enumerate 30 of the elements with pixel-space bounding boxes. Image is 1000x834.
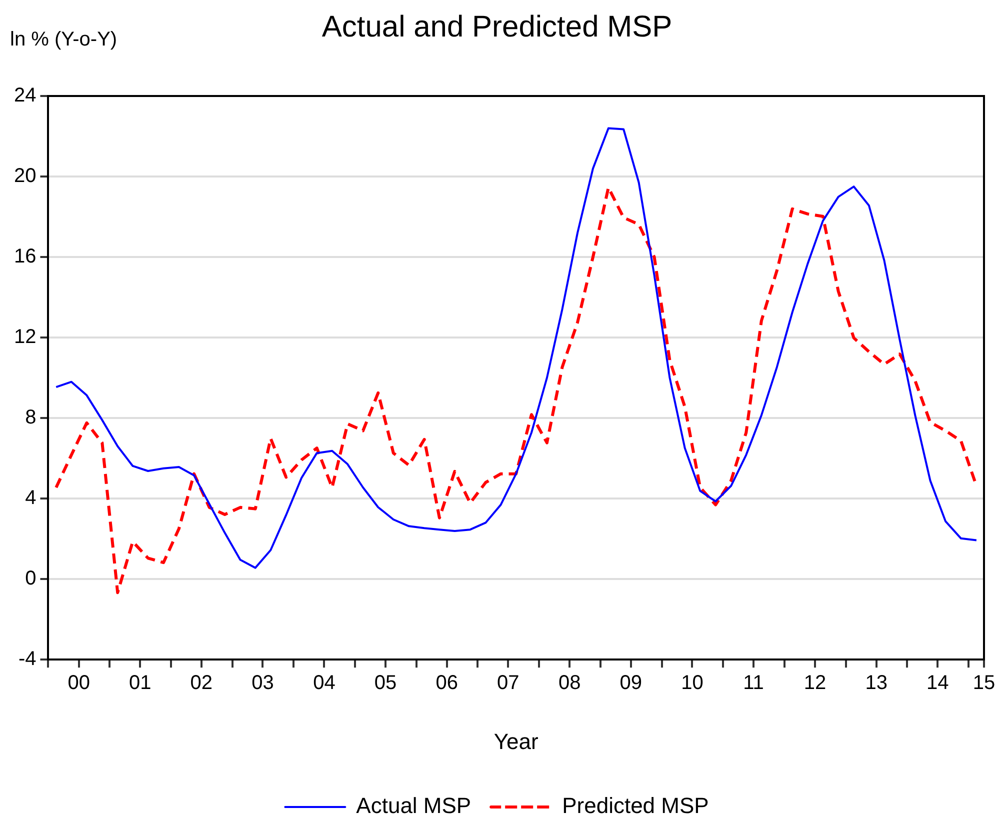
x-tick-label: 13 [865,672,888,694]
x-tick-label: 05 [374,672,397,694]
x-tick-label: 08 [558,672,581,694]
x-tick-label: 09 [620,672,642,694]
line-series [54,186,978,594]
chart-title: Actual and Predicted MSP [322,10,672,44]
x-tick-label: 02 [190,672,213,694]
legend-label: Actual MSP [356,793,472,818]
y-tick-label: 16 [14,246,36,268]
x-tick-label: 01 [129,672,152,694]
y-tick-label: 24 [14,84,36,107]
y-tick-label: 8 [25,406,36,429]
x-tick-label: 03 [252,672,274,694]
y-axis-title: ln % (Y-o-Y) [10,28,118,51]
y-tick-label: 0 [25,568,36,590]
y-tick-label: 20 [14,165,36,188]
x-tick-label: 06 [436,672,458,694]
x-tick-label: 12 [804,672,826,694]
x-tick-label: 07 [497,672,520,694]
x-tick-label: 00 [68,672,90,694]
x-tick-label: 11 [743,672,764,694]
x-tick-label: 04 [313,672,336,694]
x-tick-label: 14 [926,672,949,694]
legend-label: Predicted MSP [562,793,709,818]
x-tick-label: 15 [972,672,996,694]
x-tick-label: 10 [681,672,704,694]
y-tick-label: 4 [25,487,36,510]
y-tick-label: 12 [14,326,36,348]
x-axis-title: Year [494,728,538,754]
y-tick-label: -4 [18,648,36,670]
